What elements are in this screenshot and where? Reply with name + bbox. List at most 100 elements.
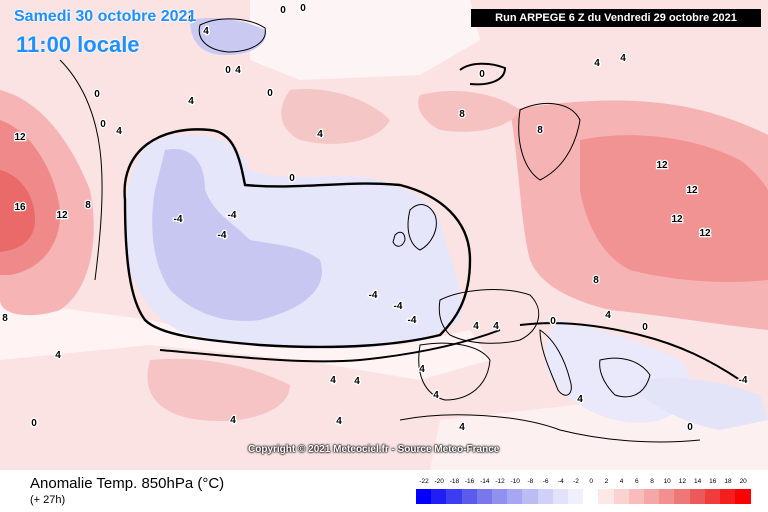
forecast-date: Samedi 30 octobre 2021 xyxy=(14,8,197,25)
coastline-balkans xyxy=(599,357,651,398)
legend-swatch xyxy=(689,489,706,504)
legend-swatch xyxy=(598,489,615,504)
legend-label: -2 xyxy=(573,478,579,485)
contour-label: 8 xyxy=(593,275,599,286)
legend-label: 16 xyxy=(709,478,717,485)
positive-anomaly-region xyxy=(147,358,290,421)
contour-label: 12 xyxy=(656,160,668,171)
contour-label: 4 xyxy=(577,394,583,405)
coastline-britain xyxy=(407,204,437,251)
legend-swatch xyxy=(416,489,432,504)
contour-label: 0 xyxy=(100,119,106,130)
positive-anomaly-region xyxy=(418,90,520,132)
color-scale-legend: -22 -20 -18 -16 -14 -12 -10 -8 -6 -4 -2 0 2 4 6 8 10 12 14… xyxy=(416,478,752,508)
contour-label: 12 xyxy=(686,185,698,196)
zero-isoline xyxy=(519,322,741,381)
neutral-zone xyxy=(250,0,480,80)
legend-label: 18 xyxy=(724,478,732,485)
legend-swatch xyxy=(583,489,599,504)
legend-swatch xyxy=(507,489,523,504)
contour-label: 12 xyxy=(671,214,683,225)
legend-label: -20 xyxy=(434,478,444,485)
contour-label: 8 xyxy=(2,313,8,324)
legend-swatch xyxy=(492,489,508,504)
legend-label: 0 xyxy=(589,478,593,485)
legend-label: 2 xyxy=(604,478,609,485)
contour-label: -4 xyxy=(228,210,237,221)
contour-label: 4 xyxy=(203,26,209,37)
contour-label: 4 xyxy=(354,376,360,387)
legend-swatch xyxy=(446,489,463,504)
contour-label: 0 xyxy=(479,69,485,80)
contour-label: 0 xyxy=(267,88,273,99)
legend-label: 8 xyxy=(650,478,654,485)
contour-label: 0 xyxy=(188,14,194,25)
copyright-notice: Copyright © 2021 Meteociel.fr - Source M… xyxy=(248,444,500,455)
contour-label: 4 xyxy=(433,390,439,401)
legend-label: 6 xyxy=(634,478,639,485)
contour-label: 0 xyxy=(550,316,556,327)
contour-label: 0 xyxy=(289,173,295,184)
contour-label: 12 xyxy=(699,228,711,239)
contour-label: 8 xyxy=(537,125,543,136)
coastline-scandinavia xyxy=(518,102,581,181)
legend-label: -8 xyxy=(527,478,534,485)
negative-anomaly-region xyxy=(640,378,768,430)
contour-label: 4 xyxy=(605,310,611,321)
contour-label: -4 xyxy=(174,214,183,225)
contour-label: 0 xyxy=(642,322,648,333)
positive-anomaly-core xyxy=(0,170,35,252)
legend-label: -16 xyxy=(464,478,475,485)
legend-label: -12 xyxy=(495,478,505,485)
legend-swatch xyxy=(735,489,751,504)
contour-label: 4 xyxy=(317,129,323,140)
legend-label: -4 xyxy=(557,478,564,485)
legend-swatch xyxy=(552,489,569,504)
contour-label: 4 xyxy=(116,126,122,137)
contour-label: 4 xyxy=(473,321,479,332)
legend-swatch xyxy=(461,489,478,504)
legend-swatch xyxy=(659,489,675,504)
model-run-banner: Run ARPEGE 6 Z du Vendredi 29 octobre 20… xyxy=(471,9,761,27)
legend-label: -6 xyxy=(542,478,549,485)
field-title: Anomalie Temp. 850hPa (°C) xyxy=(30,475,225,492)
coastline-italy xyxy=(539,329,572,396)
legend-swatch xyxy=(537,489,554,504)
legend-label: 20 xyxy=(739,478,747,485)
legend-swatch xyxy=(704,489,721,504)
legend-label: 10 xyxy=(663,478,671,485)
legend-swatch xyxy=(431,489,447,504)
contour-label: 4 xyxy=(419,364,425,375)
contour-label: 4 xyxy=(55,350,61,361)
coastline-iberia xyxy=(418,342,491,401)
contour-label: 4 xyxy=(594,58,600,69)
legend-swatch xyxy=(568,489,584,504)
contour-label: 0 xyxy=(300,3,306,14)
legend-label: 4 xyxy=(619,478,624,485)
contour-label: 4 xyxy=(459,422,465,433)
legend-swatch xyxy=(644,489,660,504)
contour-label: 4 xyxy=(235,65,241,76)
legend-swatch xyxy=(628,489,645,504)
contour-label: 0 xyxy=(687,422,693,433)
legend-label: -14 xyxy=(480,478,490,485)
legend-swatch xyxy=(674,489,691,504)
legend-label: -18 xyxy=(449,478,460,485)
legend-swatch xyxy=(522,489,539,504)
map-panel: 0 0 0 4 0 4 0 0 4 4 0 12 16 12 8 0 -4 -4 -4 -4 -4 -4 0 4 4 8 8 4 12 1… xyxy=(0,0,768,470)
coastline-ireland xyxy=(392,231,406,247)
contour-label: 4 xyxy=(230,415,236,426)
legend-swatch xyxy=(476,489,493,504)
footer-bar: Anomalie Temp. 850hPa (°C) (+ 27h) -22 -2… xyxy=(0,470,768,512)
contour-label: 0 xyxy=(94,89,100,100)
positive-anomaly-core xyxy=(580,135,768,282)
contour-label: -4 xyxy=(218,230,227,241)
legend-label: -10 xyxy=(510,478,520,485)
contour-label: 12 xyxy=(14,132,26,143)
contour-label: 4 xyxy=(336,416,342,427)
contour-label: 12 xyxy=(56,210,68,221)
contour-label: 8 xyxy=(85,200,91,211)
forecast-time: 11:00 locale xyxy=(16,32,140,57)
